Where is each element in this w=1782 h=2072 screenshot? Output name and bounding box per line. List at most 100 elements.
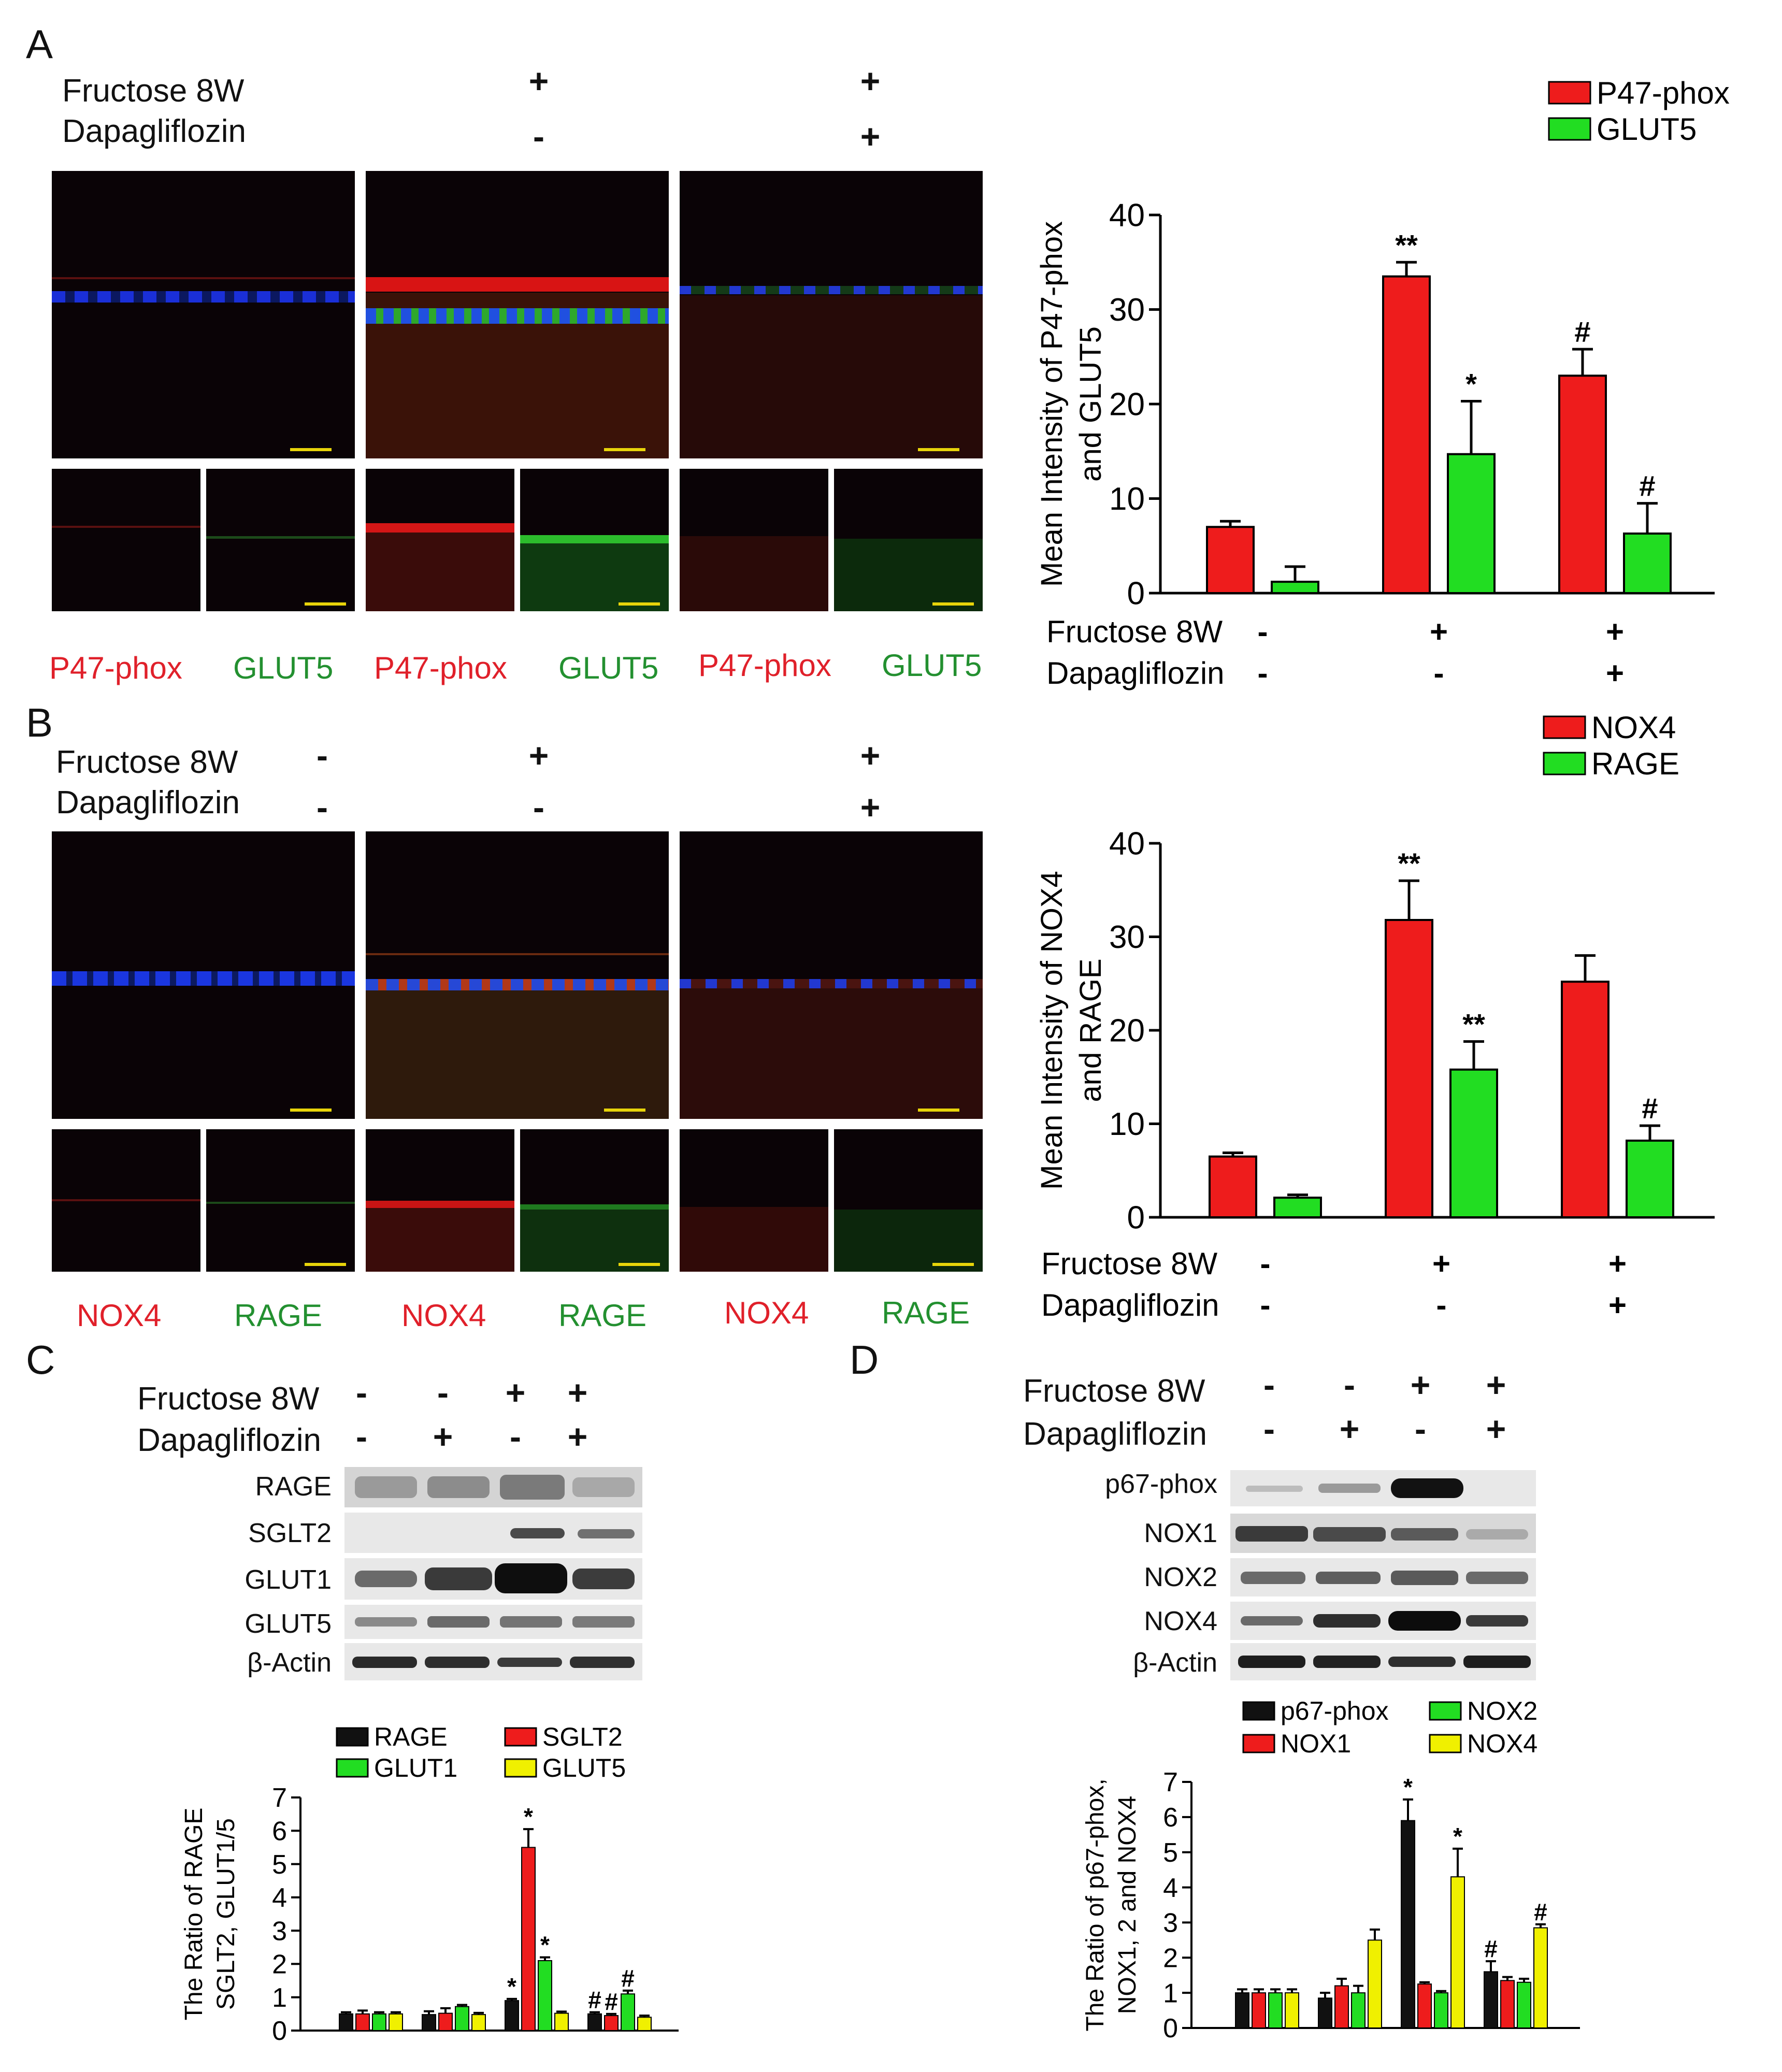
channel-label-b5: NOX4 xyxy=(724,1296,809,1330)
legend-label: NOX4 xyxy=(1591,715,1676,745)
row-label-fructose-b: Fructose 8W xyxy=(56,744,238,780)
x-row-sign: - xyxy=(1258,614,1268,649)
bar-p67-phox xyxy=(1318,1997,1332,2028)
sign-fructose-col2: + xyxy=(528,62,549,100)
chart-a-plot: 0 10 20 30 40 ** # * # Mean Intensity of P47-phox… xyxy=(1035,76,1730,690)
micrograph-nox4-control xyxy=(52,1129,200,1272)
micrograph-merged-b-dapagliflozin xyxy=(680,831,983,1119)
y-tick-label: 3 xyxy=(1163,1908,1178,1938)
y-tick-label: 7 xyxy=(1163,1767,1178,1797)
bar-rage xyxy=(1626,1139,1674,1218)
bar-nox2 xyxy=(1268,1992,1283,2029)
row-label-dapagliflozin-c: Dapagliflozin xyxy=(137,1422,321,1458)
chart-d: 0 1 2 3 4 5 6 7 * # * # The Ratio of p67-phox, NOX1, … xyxy=(1082,1696,1580,2044)
bar-p47-phox xyxy=(1206,526,1255,594)
bar-sglt2 xyxy=(604,2015,619,2031)
sign-dapa-col3: + xyxy=(860,117,881,155)
significance-marker: # xyxy=(605,1988,618,2015)
significance-marker: * xyxy=(1403,1774,1413,1801)
micrograph-rage-control xyxy=(206,1129,355,1272)
x-row-label-dapagliflozin: Dapagliflozin xyxy=(1046,656,1225,690)
sign-c-d3: - xyxy=(510,1417,521,1456)
blot-label-nox4: NOX4 xyxy=(1144,1606,1217,1636)
bar-glut5 xyxy=(1447,453,1496,594)
y-axis-label: and RAGE xyxy=(1074,958,1108,1102)
significance-marker: # xyxy=(621,1965,635,1992)
significance-marker: # xyxy=(1639,470,1655,502)
x-row-sign: + xyxy=(1606,656,1624,690)
channel-label-a5: P47-phox xyxy=(698,648,831,683)
x-row-sign: - xyxy=(1260,1288,1271,1322)
y-tick-label: 4 xyxy=(272,1883,287,1913)
y-tick-label: 40 xyxy=(1109,826,1145,862)
legend-swatch xyxy=(504,1727,537,1747)
y-axis-label: and GLUT5 xyxy=(1074,326,1108,482)
micrograph-merged-b-control xyxy=(52,831,355,1119)
blot-label-glut5: GLUT5 xyxy=(245,1609,332,1639)
y-tick-label: 40 xyxy=(1109,198,1145,234)
bar-nox4 xyxy=(1368,1939,1382,2028)
significance-marker: * xyxy=(540,1932,550,1959)
sign-c-d1: - xyxy=(356,1417,367,1456)
sign-c-d4: + xyxy=(567,1417,588,1456)
blot-strip-p67 xyxy=(1230,1470,1536,1506)
legend-label: P47-phox xyxy=(1597,76,1730,110)
chart-a: 0 10 20 30 40 ** # * # Mean Intensity of P47-phox… xyxy=(1035,76,1730,690)
significance-marker: ** xyxy=(1395,228,1418,261)
legend-label: NOX2 xyxy=(1467,1696,1537,1725)
blot-strip-actin-c xyxy=(344,1643,642,1680)
y-tick-label: 0 xyxy=(1127,576,1145,612)
micrograph-rage-dapagliflozin xyxy=(834,1129,983,1272)
bar-p67-phox xyxy=(1401,1820,1415,2028)
sign-dapa-b-col3: + xyxy=(860,788,881,826)
significance-marker: ** xyxy=(1462,1008,1485,1041)
channel-label-b6: RAGE xyxy=(882,1296,970,1330)
y-tick-label: 20 xyxy=(1109,1013,1145,1049)
x-row-label-fructose: Fructose 8W xyxy=(1041,1246,1217,1281)
blot-label-nox1: NOX1 xyxy=(1144,1518,1217,1548)
bar-p47-phox xyxy=(1382,275,1431,594)
bar-nox1 xyxy=(1500,1980,1515,2029)
sign-dapa-col2: - xyxy=(533,117,544,155)
y-axis-label: Mean Intensity of P47-phox xyxy=(1035,221,1069,587)
sign-d-f2: - xyxy=(1344,1365,1355,1404)
x-row-sign: - xyxy=(1436,1288,1447,1322)
channel-label-a2: GLUT5 xyxy=(233,651,334,685)
legend-swatch xyxy=(1548,81,1591,105)
sign-d-f1: - xyxy=(1263,1365,1275,1404)
x-row-sign: - xyxy=(1258,656,1268,690)
bar-rage xyxy=(587,2013,602,2031)
y-axis-label: Mean Intensity of NOX4 xyxy=(1035,871,1069,1190)
y-tick-label: 2 xyxy=(1163,1943,1178,1973)
y-tick-label: 10 xyxy=(1109,481,1145,517)
row-label-dapagliflozin-b: Dapagliflozin xyxy=(56,785,240,821)
micrograph-glut5-dapagliflozin xyxy=(834,469,983,611)
y-axis-label: The Ratio of p67-phox, xyxy=(1082,1778,1109,2031)
blot-label-actin-d: β-Actin xyxy=(1133,1648,1217,1678)
legend-swatch xyxy=(1543,752,1586,775)
bar-rage xyxy=(1273,1197,1322,1218)
legend-label: GLUT5 xyxy=(542,1753,626,1782)
sign-d-d3: - xyxy=(1415,1409,1426,1448)
bar-nox1 xyxy=(1252,1992,1266,2029)
sign-fructose-b-col3: + xyxy=(860,736,881,774)
x-row-sign: + xyxy=(1608,1288,1627,1322)
channel-label-b4: RAGE xyxy=(558,1298,647,1333)
bar-p67-phox xyxy=(1235,1992,1249,2029)
bar-glut5 xyxy=(471,2014,486,2032)
panel-letter-a: A xyxy=(26,21,53,67)
micrograph-merged-fructose xyxy=(366,171,669,458)
bar-glut1 xyxy=(621,1993,635,2031)
y-tick-label: 10 xyxy=(1109,1106,1145,1142)
bar-nox1 xyxy=(1417,1983,1432,2029)
sign-c-f2: - xyxy=(437,1373,449,1412)
x-row-sign: + xyxy=(1430,614,1448,649)
bar-p47-phox xyxy=(1558,375,1607,594)
channel-label-a3: P47-phox xyxy=(374,651,507,685)
legend-swatch xyxy=(336,1727,369,1747)
bar-sglt2 xyxy=(521,1847,536,2031)
sign-c-f4: + xyxy=(567,1373,588,1412)
bar-glut5 xyxy=(389,2013,403,2031)
channel-label-b1: NOX4 xyxy=(77,1298,162,1333)
legend-swatch xyxy=(336,1758,369,1778)
